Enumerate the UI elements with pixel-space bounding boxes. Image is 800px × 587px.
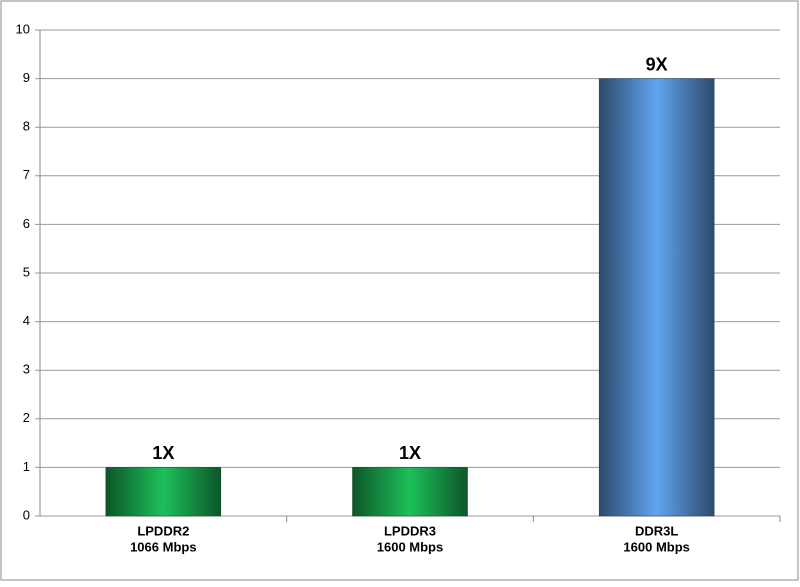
x-tick-label: DDR3L [635, 523, 678, 538]
y-tick-label: 7 [23, 167, 30, 182]
bar [352, 467, 468, 517]
y-tick-label: 9 [23, 70, 30, 85]
y-tick-label: 5 [23, 264, 30, 279]
x-tick-label: 1066 Mbps [130, 539, 196, 554]
bar [105, 467, 222, 517]
y-tick-label: 3 [23, 362, 30, 377]
x-tick-label: LPDDR3 [384, 523, 436, 538]
y-tick-label: 0 [23, 507, 30, 522]
x-tick-label: 1600 Mbps [377, 539, 443, 554]
value-label: 9X [646, 54, 668, 74]
x-tick-label: LPDDR2 [137, 523, 189, 538]
y-tick-label: 1 [23, 459, 30, 474]
value-label: 1X [152, 443, 174, 463]
bar [598, 78, 715, 517]
y-tick-label: 10 [16, 21, 30, 36]
y-tick-label: 8 [23, 119, 30, 134]
value-label: 1X [399, 443, 421, 463]
y-tick-label: 2 [23, 410, 30, 425]
y-tick-label: 4 [23, 313, 30, 328]
x-tick-label: 1600 Mbps [623, 539, 689, 554]
y-tick-label: 6 [23, 216, 30, 231]
